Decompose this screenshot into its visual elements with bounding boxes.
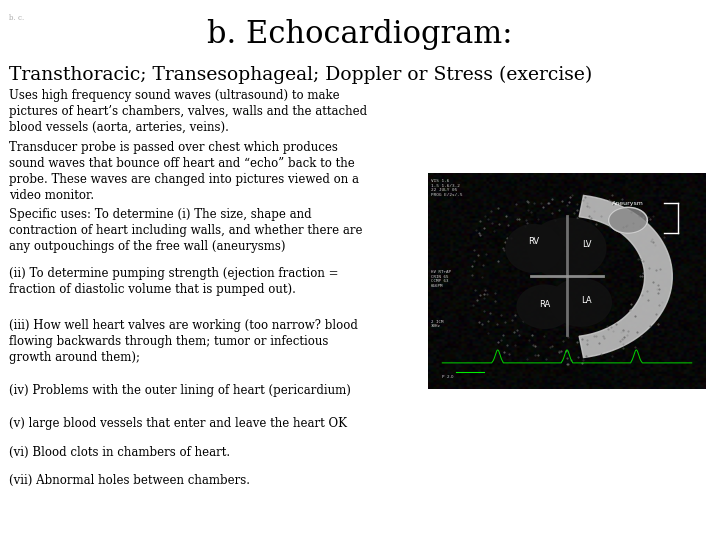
Polygon shape bbox=[506, 225, 562, 272]
Text: Uses high frequency sound waves (ultrasound) to make
pictures of heart’s chamber: Uses high frequency sound waves (ultraso… bbox=[9, 89, 366, 133]
Polygon shape bbox=[517, 285, 572, 328]
Text: 2 ICM
30Hz: 2 ICM 30Hz bbox=[431, 320, 444, 328]
Text: Transducer probe is passed over chest which produces
sound waves that bounce off: Transducer probe is passed over chest wh… bbox=[9, 141, 359, 202]
Text: (v) large blood vessels that enter and leave the heart OK: (v) large blood vessels that enter and l… bbox=[9, 417, 346, 430]
Text: P  2.0: P 2.0 bbox=[442, 375, 454, 379]
Text: (vii) Abnormal holes between chambers.: (vii) Abnormal holes between chambers. bbox=[9, 474, 250, 487]
Text: Aneurysm: Aneurysm bbox=[612, 200, 644, 206]
Text: b. Echocardiogram:: b. Echocardiogram: bbox=[207, 19, 513, 50]
Polygon shape bbox=[608, 207, 647, 233]
Text: VIS 1.6
1.5 1.6/3.2
22 JULY 05
PROG E/2s/-5: VIS 1.6 1.5 1.6/3.2 22 JULY 05 PROG E/2s… bbox=[431, 179, 463, 197]
Text: Specific uses: To determine (i) The size, shape and
contraction of heart includi: Specific uses: To determine (i) The size… bbox=[9, 208, 362, 253]
Polygon shape bbox=[579, 195, 672, 357]
Text: LV: LV bbox=[582, 240, 591, 248]
Text: Transthoracic; Transesophageal; Doppler or Stress (exercise): Transthoracic; Transesophageal; Doppler … bbox=[9, 66, 592, 84]
Text: b. c.: b. c. bbox=[9, 14, 24, 22]
Text: HV RT+AP
CRIN 65
CCMP 63
666PM: HV RT+AP CRIN 65 CCMP 63 666PM bbox=[431, 270, 451, 288]
Text: RA: RA bbox=[539, 300, 551, 309]
Text: (iii) How well heart valves are working (too narrow? blood
flowing backwards thr: (iii) How well heart valves are working … bbox=[9, 319, 358, 363]
Text: RV: RV bbox=[528, 238, 539, 246]
Text: (ii) To determine pumping strength (ejection fraction =
fraction of diastolic vo: (ii) To determine pumping strength (ejec… bbox=[9, 267, 338, 296]
Text: (vi) Blood clots in chambers of heart.: (vi) Blood clots in chambers of heart. bbox=[9, 446, 230, 458]
Polygon shape bbox=[550, 279, 611, 326]
Text: LA: LA bbox=[581, 296, 592, 305]
Polygon shape bbox=[528, 218, 606, 279]
Text: (iv) Problems with the outer lining of heart (pericardium): (iv) Problems with the outer lining of h… bbox=[9, 384, 351, 397]
